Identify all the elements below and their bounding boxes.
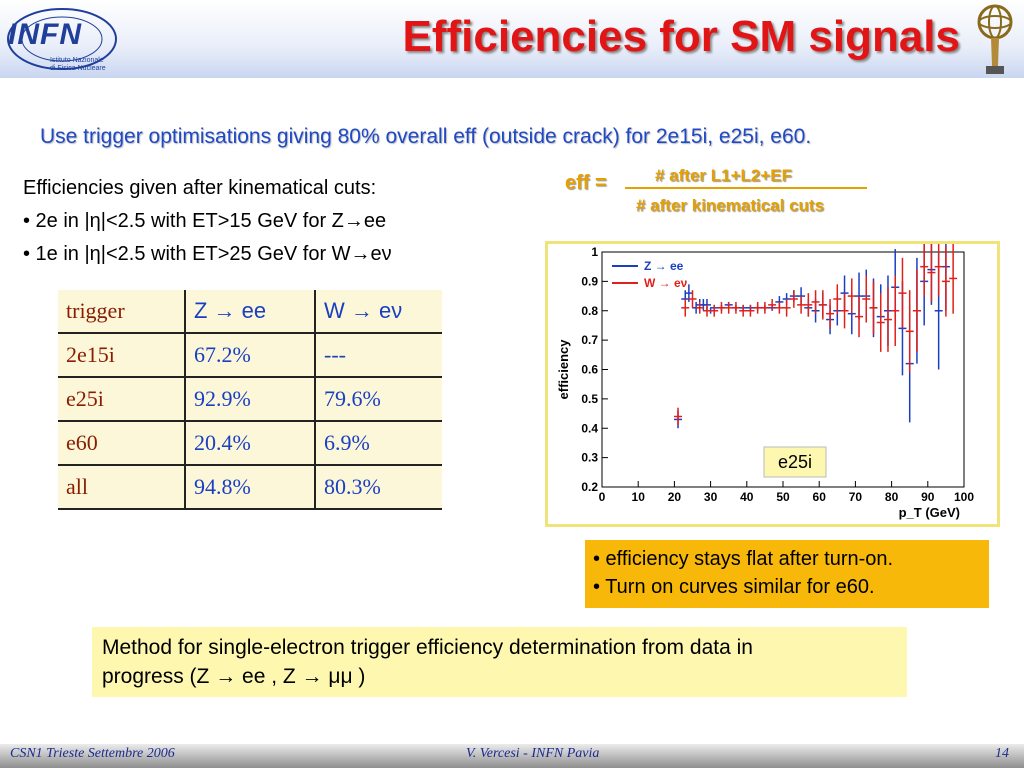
x-axis-label: p_T (GeV) bbox=[899, 505, 960, 520]
table-row: e25i 92.9% 79.6% bbox=[58, 377, 442, 422]
observations-box: • efficiency stays flat after turn-on. •… bbox=[585, 540, 989, 608]
y-tick-label: 0.5 bbox=[581, 392, 598, 406]
y-tick-label: 0.9 bbox=[581, 274, 598, 288]
table-cell: 2e15i bbox=[58, 333, 186, 378]
x-tick-label: 30 bbox=[704, 490, 718, 504]
efficiency-plot-frame: 0 10 20 30 40 50 60 70 80 90 100 0.2 0.3 0.4 0.5 0.6 0.7… bbox=[545, 222, 1000, 527]
x-tick-label: 0 bbox=[599, 490, 606, 504]
slide-title: Efficiencies for SM signals bbox=[402, 12, 961, 61]
table-row: all 94.8% 80.3% bbox=[58, 465, 442, 510]
method-box: Method for single-electron trigger effic… bbox=[92, 627, 907, 697]
legend-label: W → eν bbox=[644, 276, 688, 290]
table-cell: e60 bbox=[58, 421, 186, 466]
table-header-cell: Z → ee bbox=[185, 290, 316, 334]
table-cell: e25i bbox=[58, 377, 186, 422]
y-tick-label: 0.4 bbox=[581, 421, 598, 435]
y-axis-label: efficiency bbox=[556, 339, 571, 400]
footer-left: CSN1 Trieste Settembre 2006 bbox=[10, 746, 175, 761]
y-tick-label: 0.2 bbox=[581, 480, 598, 494]
formula-numerator: # after L1+L2+EF bbox=[655, 166, 793, 185]
x-tick-label: 50 bbox=[776, 490, 790, 504]
fraction-bar bbox=[625, 187, 867, 189]
x-tick-label: 80 bbox=[885, 490, 899, 504]
table-cell: 94.8% bbox=[185, 465, 316, 510]
logo-text: INFN bbox=[8, 18, 82, 51]
legend-label: Z → ee bbox=[644, 259, 684, 273]
cuts-line: • 2e in |η|<2.5 with ET>15 GeV for Z→ee bbox=[23, 210, 387, 232]
formula-denominator: # after kinematical cuts bbox=[636, 196, 825, 215]
atlas-logo bbox=[972, 2, 1018, 78]
y-tick-label: 1 bbox=[591, 245, 598, 259]
annotation-box bbox=[763, 446, 827, 478]
footer-bar bbox=[0, 744, 1024, 768]
header-bar bbox=[0, 0, 1024, 78]
x-tick-label: 60 bbox=[813, 490, 827, 504]
table-row: 2e15i 67.2% --- bbox=[58, 333, 442, 378]
logo-subtitle: di Fisica Nucleare bbox=[50, 65, 106, 72]
subtitle: Use trigger optimisations giving 80% ove… bbox=[40, 125, 812, 148]
table-cell: all bbox=[58, 465, 186, 510]
table-row: e60 20.4% 6.9% bbox=[58, 421, 442, 466]
method-line: progress (Z → ee , Z → μμ ) bbox=[102, 665, 366, 688]
efficiency-table: trigger Z → ee W → eν 2e15i 67.2% --- e2… bbox=[58, 290, 442, 510]
method-line: Method for single-electron trigger effic… bbox=[102, 636, 753, 659]
cuts-heading: Efficiencies given after kinematical cut… bbox=[23, 177, 377, 199]
table-cell: 92.9% bbox=[185, 377, 316, 422]
table-cell: 6.9% bbox=[315, 421, 442, 466]
logo-subtitle: Istituto Nazionale bbox=[50, 57, 104, 64]
x-tick-label: 20 bbox=[668, 490, 682, 504]
efficiency-plot: 0 10 20 30 40 50 60 70 80 90 100 0.2 0.3 0.4 0.5 0.6 0.7… bbox=[556, 222, 974, 520]
table-cell: --- bbox=[315, 333, 442, 378]
cuts-line: • 1e in |η|<2.5 with ET>25 GeV for W→eν bbox=[23, 243, 392, 265]
table-header-cell: W → eν bbox=[315, 290, 442, 334]
x-tick-label: 100 bbox=[954, 490, 974, 504]
y-tick-label: 0.8 bbox=[581, 304, 598, 318]
footer-center: V. Vercesi - INFN Pavia bbox=[466, 746, 600, 761]
x-tick-label: 40 bbox=[740, 490, 754, 504]
x-tick-label: 70 bbox=[849, 490, 863, 504]
table-header-cell: trigger bbox=[58, 290, 186, 334]
page-number: 14 bbox=[995, 746, 1009, 761]
x-tick-label: 90 bbox=[921, 490, 935, 504]
table-cell: 20.4% bbox=[185, 421, 316, 466]
observation-line: • efficiency stays flat after turn-on. bbox=[593, 548, 894, 570]
formula-lhs: eff = bbox=[565, 172, 607, 194]
infn-logo bbox=[6, 6, 118, 72]
y-tick-label: 0.3 bbox=[581, 451, 598, 465]
observation-line: • Turn on curves similar for e60. bbox=[593, 576, 875, 598]
table-cell: 79.6% bbox=[315, 377, 442, 422]
table-header-row: trigger Z → ee W → eν bbox=[58, 290, 442, 334]
x-tick-label: 10 bbox=[632, 490, 646, 504]
y-tick-label: 0.7 bbox=[581, 333, 598, 347]
y-tick-label: 0.6 bbox=[581, 363, 598, 377]
annotation-label: e25i bbox=[778, 452, 812, 472]
table-cell: 80.3% bbox=[315, 465, 442, 510]
table-cell: 67.2% bbox=[185, 333, 316, 378]
